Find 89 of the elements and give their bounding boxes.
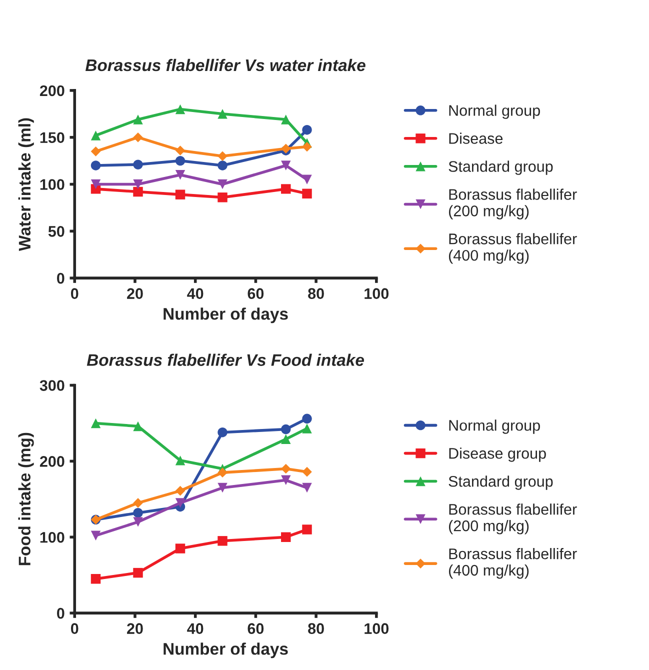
point — [281, 532, 291, 542]
point — [218, 468, 228, 478]
x-tick-label: 40 — [187, 623, 204, 634]
chart-title: Borassus flabellifer Vs Food intake — [86, 354, 364, 366]
point — [175, 486, 186, 496]
y-tick-label: 200 — [40, 456, 64, 467]
point — [133, 498, 143, 508]
point — [218, 482, 228, 493]
point — [133, 186, 143, 197]
point — [90, 130, 101, 140]
y-axis-title: Water intake (ml) — [18, 118, 34, 252]
legend-label: Disease — [449, 132, 503, 144]
x-tick-label: 20 — [127, 288, 143, 299]
point — [281, 160, 291, 170]
point — [280, 464, 291, 474]
point — [218, 151, 228, 162]
point — [133, 517, 143, 527]
legend-label: Borassus flabellifer (400 mg/kg) — [448, 233, 577, 264]
y-tick-label: 100 — [40, 179, 64, 190]
point — [175, 456, 186, 466]
chart-title: Borassus flabellifer Vs water intake — [85, 58, 366, 72]
x-tick-label: 100 — [364, 623, 389, 634]
point — [218, 160, 228, 170]
point — [302, 188, 312, 198]
point — [133, 179, 143, 190]
point — [133, 508, 143, 518]
x-tick-label: 60 — [248, 288, 264, 299]
x-tick-label: 80 — [308, 623, 324, 634]
point — [302, 482, 312, 493]
y-tick-label: 200 — [40, 85, 64, 96]
point — [175, 156, 186, 166]
x-tick-label: 60 — [248, 623, 264, 634]
point — [218, 536, 228, 546]
point — [302, 414, 312, 424]
x-tick-label: 40 — [187, 288, 204, 299]
point — [175, 104, 186, 114]
x-tick-label: 0 — [70, 623, 78, 634]
point — [90, 160, 101, 170]
point — [133, 132, 143, 142]
legend-label: Normal group — [449, 104, 540, 119]
point — [281, 424, 291, 434]
legend-label: Borassus flabellifer (200 mg/kg) — [448, 504, 577, 534]
point — [302, 424, 312, 434]
point — [90, 146, 101, 156]
x-tick-label: 0 — [70, 288, 78, 299]
point — [90, 179, 101, 190]
y-axis-title: Food intake (mg) — [18, 432, 34, 566]
x-axis-title: Number of days — [164, 308, 288, 324]
point — [218, 179, 228, 190]
point — [133, 160, 143, 170]
x-tick-label: 100 — [364, 288, 389, 299]
x-tick-label: 20 — [127, 623, 143, 634]
legend-label: Standard group — [448, 476, 553, 490]
y-tick-label: 300 — [40, 380, 64, 391]
legend-label: Borassus flabellifer (200 mg/kg) — [448, 188, 577, 220]
point — [90, 418, 101, 428]
point — [175, 170, 186, 180]
point — [302, 466, 312, 477]
y-tick-label: 100 — [40, 532, 64, 543]
point — [302, 524, 312, 534]
point — [302, 124, 312, 135]
x-tick-label: 80 — [308, 288, 324, 299]
legend-label: Disease group — [449, 448, 546, 462]
point — [133, 568, 143, 578]
point — [90, 574, 101, 584]
point — [218, 109, 228, 119]
point — [302, 174, 312, 184]
point — [218, 192, 228, 202]
y-tick-label: 150 — [40, 132, 64, 144]
y-tick-label: 50 — [48, 226, 64, 237]
point — [302, 142, 312, 152]
point — [175, 498, 186, 508]
point — [218, 427, 228, 438]
y-tick-label: 0 — [57, 608, 64, 619]
legend-label: Normal group — [449, 420, 540, 434]
point — [281, 434, 291, 444]
point — [281, 114, 291, 124]
legend-label: Borassus flabellifer (400 mg/kg) — [448, 548, 577, 579]
point — [133, 114, 143, 124]
point — [175, 146, 186, 156]
point — [175, 544, 186, 554]
point — [133, 421, 143, 432]
point — [281, 475, 291, 486]
y-tick-label: 0 — [57, 272, 64, 284]
legend-label: Standard group — [448, 160, 553, 175]
point — [281, 184, 291, 194]
point — [175, 190, 186, 200]
x-axis-title: Number of days — [164, 642, 288, 658]
point — [90, 530, 101, 540]
